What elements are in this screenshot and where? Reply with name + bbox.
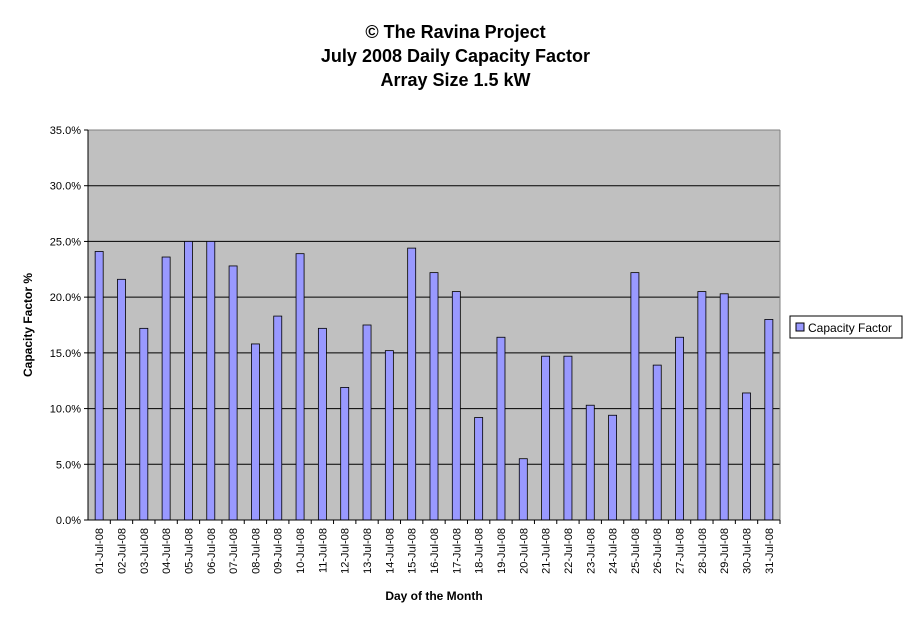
y-tick-label: 30.0% [50,181,81,193]
x-tick-label: 12-Jul-08 [340,528,352,574]
x-tick-label: 27-Jul-08 [675,528,687,574]
x-tick-label: 16-Jul-08 [429,528,441,574]
bar [719,293,729,521]
bar [474,417,484,521]
x-tick-label: 30-Jul-08 [742,528,754,574]
x-tick-label: 22-Jul-08 [563,528,575,574]
bar [273,315,283,521]
chart-title-line-3: Array Size 1.5 kW [380,70,531,90]
bar [496,336,506,521]
y-tick-label: 0.0% [56,515,81,527]
x-tick-label: 28-Jul-08 [697,528,709,574]
bar [340,386,350,521]
y-tick-label: 5.0% [56,459,81,471]
chart-title-line-2: July 2008 Daily Capacity Factor [320,46,591,66]
bar [518,458,528,521]
legend-swatch [795,322,805,332]
y-axis-title: Capacity Factor % [21,273,35,377]
bar [407,247,417,521]
x-tick-label: 10-Jul-08 [295,528,307,574]
x-tick-label: 03-Jul-08 [139,528,151,574]
x-tick-label: 04-Jul-08 [161,528,173,574]
x-tick-label: 13-Jul-08 [362,528,374,574]
x-tick-label: 05-Jul-08 [183,528,195,574]
axes [84,129,781,524]
bar [630,272,640,521]
x-tick-label: 15-Jul-08 [407,528,419,574]
bar [139,327,149,521]
bar [362,324,372,521]
bar [429,272,439,521]
bar [206,241,216,521]
bar [228,265,238,521]
y-tick-label: 10.0% [50,404,81,416]
y-tick-labels: 0.0% 5.0% 10.0% 15.0% 20.0% 25.0% 30.0% 35.0% [50,125,81,527]
y-tick-label: 15.0% [50,348,81,360]
bar [764,319,774,521]
x-tick-label: 19-Jul-08 [496,528,508,574]
x-tick-label: 06-Jul-08 [206,528,218,574]
legend-box [789,315,903,339]
x-tick-label: 07-Jul-08 [228,528,240,574]
bar [384,350,394,521]
bar [117,278,126,521]
bar [184,241,193,521]
bar [541,355,551,521]
x-tick-label: 31-Jul-08 [764,528,776,574]
x-tick-label: 08-Jul-08 [250,528,262,574]
x-tick-label: 14-Jul-08 [384,528,396,574]
y-tick-label: 35.0% [50,125,81,137]
x-tick-label: 11-Jul-08 [317,528,329,573]
x-tick-label: 20-Jul-08 [518,528,530,574]
bar [161,256,171,521]
chart-title-line-1: © The Ravina Project [365,22,546,42]
x-tick-label: 26-Jul-08 [652,528,664,574]
x-tick-label: 25-Jul-08 [630,528,642,574]
bar [563,355,573,521]
bar [608,414,617,521]
y-tick-label: 25.0% [50,236,81,248]
x-axis-title: Day of the Month [385,589,482,603]
x-tick-label: 01-Jul-08 [94,528,106,574]
bar [94,251,104,521]
bar [251,343,260,521]
x-tick-label: 29-Jul-08 [719,528,731,574]
x-tick-labels: 01-Jul-08 02-Jul-08 03-Jul-08 04-Jul-08 05-J… [94,528,776,574]
bar [451,291,461,521]
x-tick-label: 24-Jul-08 [608,528,620,574]
x-tick-label: 23-Jul-08 [585,528,597,574]
bar [742,392,751,521]
bar [697,291,707,521]
bar [652,364,662,521]
bar [317,327,327,521]
y-tick-label: 20.0% [50,292,81,304]
bar [585,404,595,521]
x-tick-label: 21-Jul-08 [541,528,553,574]
x-tick-label: 17-Jul-08 [451,528,463,574]
bars [94,241,774,521]
bar [295,253,305,521]
bar [675,336,684,521]
x-tick-label: 09-Jul-08 [273,528,285,574]
legend: Capacity Factor [789,315,903,339]
legend-label: Capacity Factor [808,321,892,335]
x-tick-label: 02-Jul-08 [116,528,128,574]
x-tick-label: 18-Jul-08 [474,528,486,574]
